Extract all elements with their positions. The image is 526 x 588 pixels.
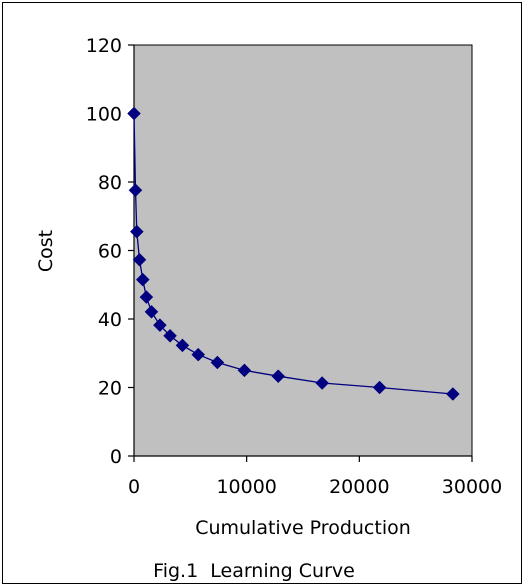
data-point-marker <box>372 380 387 395</box>
data-point-marker <box>191 347 206 362</box>
x-tick-label: 10000 <box>216 476 276 498</box>
data-point-marker <box>210 355 225 370</box>
data-point-marker <box>175 338 190 353</box>
data-point-marker <box>153 318 167 333</box>
x-tick-label: 20000 <box>329 476 389 498</box>
y-tick-label: 0 <box>110 446 122 468</box>
data-point-marker <box>127 106 141 121</box>
y-tick-label: 80 <box>98 172 122 194</box>
data-point-marker <box>128 183 143 198</box>
series-layer <box>127 106 460 401</box>
data-point-marker <box>163 328 177 343</box>
y-tick-label: 40 <box>98 309 122 331</box>
data-point-marker <box>237 363 252 378</box>
data-point-marker <box>135 272 150 287</box>
x-tick-label: 0 <box>128 476 140 498</box>
plot-layer <box>133 44 473 457</box>
data-point-marker <box>144 304 159 319</box>
plot-area <box>133 44 473 457</box>
data-point-marker <box>315 376 330 390</box>
y-tick-label: 120 <box>86 35 122 57</box>
y-tick-label: 100 <box>86 104 122 126</box>
data-point-marker <box>129 224 144 239</box>
data-point-marker <box>445 387 460 401</box>
x-axis-title: Cumulative Production <box>195 517 411 539</box>
data-point-marker <box>139 290 154 304</box>
data-point-marker <box>271 369 286 384</box>
data-point-marker <box>132 252 147 267</box>
y-tick-label: 20 <box>98 378 122 400</box>
y-tick-label: 60 <box>98 241 122 263</box>
x-tick-label: 30000 <box>442 476 502 498</box>
figure-caption: Fig.1 Learning Curve <box>153 560 355 582</box>
labels-layer: 0 20 40 60 80 100 120 0 10000 20000 30000 Cumulativ… <box>35 35 502 582</box>
y-axis-title: Cost <box>35 230 57 272</box>
